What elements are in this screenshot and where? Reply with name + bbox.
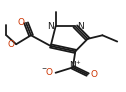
Text: O: O	[8, 40, 15, 49]
Text: O: O	[90, 70, 97, 79]
Text: N: N	[77, 22, 84, 31]
Text: +: +	[75, 60, 80, 65]
Text: −: −	[41, 66, 46, 71]
Text: N: N	[69, 61, 76, 70]
Text: O: O	[46, 68, 53, 77]
Text: N: N	[47, 22, 54, 31]
Text: O: O	[18, 18, 25, 27]
